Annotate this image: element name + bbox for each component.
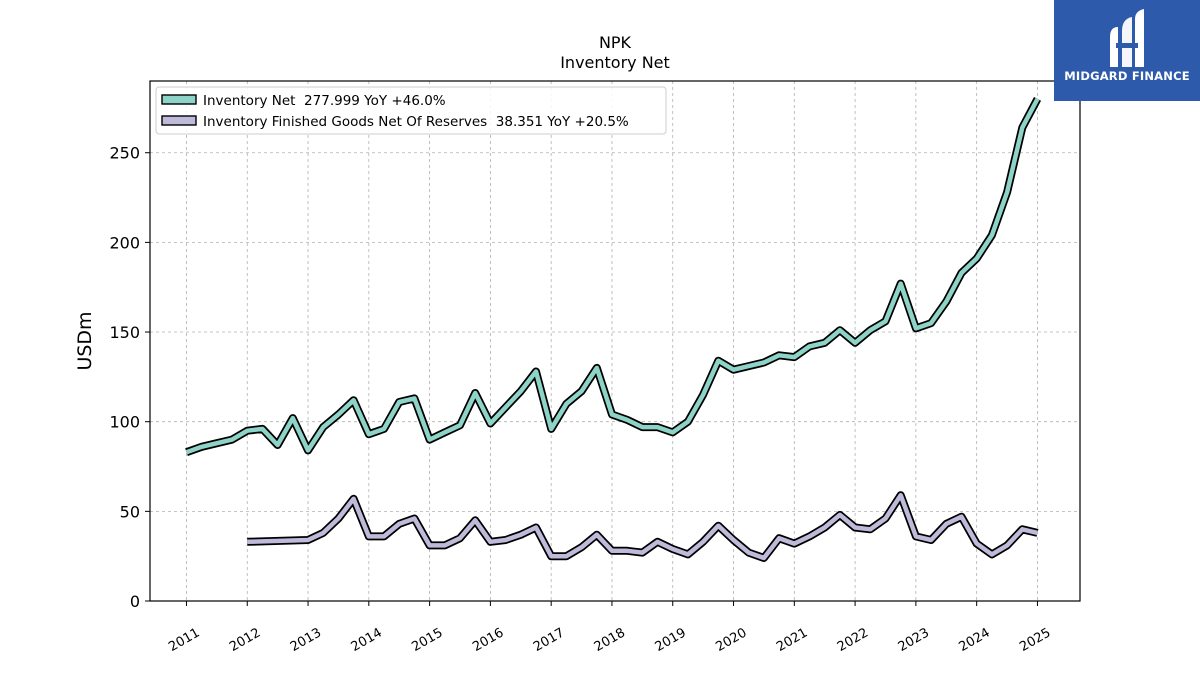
- x-tick-label: 2021: [774, 625, 810, 655]
- x-tick-label: 2018: [592, 625, 628, 655]
- x-tick-label: 2014: [349, 625, 385, 655]
- x-tick-label: 2013: [288, 625, 324, 655]
- legend-label: Inventory Finished Goods Net Of Reserves…: [203, 114, 629, 130]
- x-tick-label: 2020: [713, 625, 749, 655]
- plot-frame: [149, 80, 1081, 602]
- x-tick-label: 2017: [531, 625, 567, 655]
- y-tick-label: 100: [109, 413, 140, 432]
- x-tick-label: 2015: [409, 625, 445, 655]
- y-tick-label: 200: [109, 233, 140, 252]
- y-tick-label: 50: [120, 502, 140, 521]
- series-line: [247, 492, 1039, 561]
- x-tick-label: 2025: [1017, 625, 1053, 655]
- brand-logo: MIDGARD FINANCE: [1054, 0, 1200, 101]
- x-tick-label: 2022: [835, 625, 871, 655]
- legend-swatch: [161, 94, 197, 105]
- legend-entry: Inventory Net 277.999 YoY +46.0%: [161, 93, 446, 109]
- ticks: 0 50 100 150 200 250 2011 2012 2013 2014 2015 2016 2…: [109, 144, 1053, 655]
- midgard-logo-icon: [1110, 9, 1144, 67]
- series-2: [247, 491, 1039, 562]
- series-1: [185, 97, 1042, 456]
- grid: [150, 81, 1080, 602]
- legend: Inventory Net 277.999 YoY +46.0% Invento…: [155, 86, 667, 135]
- x-tick-label: 2012: [227, 625, 263, 655]
- legend-swatch: [161, 115, 197, 126]
- y-tick-label: 150: [109, 323, 140, 342]
- legend-label: Inventory Net 277.999 YoY +46.0%: [203, 93, 446, 109]
- x-tick-label: 2023: [896, 625, 932, 655]
- legend-box: [155, 86, 667, 135]
- y-tick-label: 250: [109, 144, 140, 163]
- brand-name: MIDGARD FINANCE: [1064, 69, 1190, 83]
- x-tick-label: 2019: [653, 625, 689, 655]
- series-line: [185, 97, 1040, 455]
- x-tick-label: 2016: [470, 625, 506, 655]
- chart-title: NPK: [599, 33, 632, 52]
- x-tick-label: 2024: [957, 625, 993, 655]
- x-tick-label: 2011: [166, 625, 202, 655]
- chart-subtitle: Inventory Net: [560, 53, 670, 72]
- legend-entry: Inventory Finished Goods Net Of Reserves…: [161, 114, 629, 130]
- y-tick-label: 0: [130, 592, 140, 611]
- series-layer: [185, 97, 1042, 562]
- y-axis-label: USDm: [74, 311, 96, 370]
